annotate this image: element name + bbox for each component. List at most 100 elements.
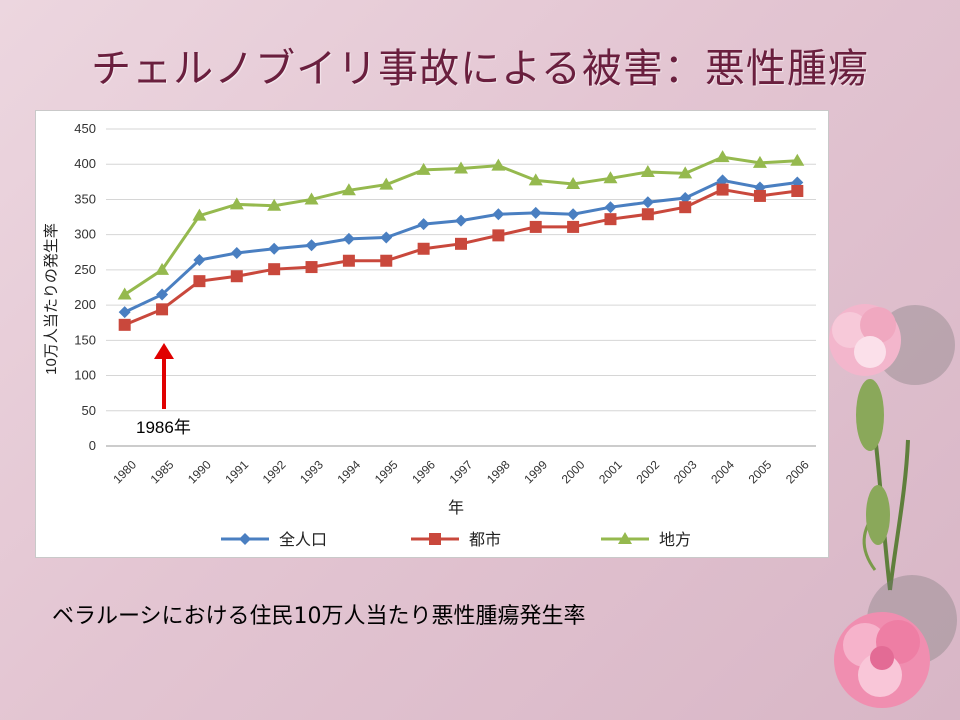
data-point	[567, 220, 580, 233]
x-tick-label: 1980	[110, 457, 139, 486]
y-tick-label: 300	[74, 227, 96, 242]
data-point	[156, 288, 169, 301]
y-axis-label: 10万人当たりの発生率	[43, 223, 60, 375]
chart-panel: 0 50 100 150 200 250 300 350 400 450 1980 1985 1990…	[35, 110, 829, 558]
legend-label: 地方	[659, 531, 691, 549]
data-point	[790, 153, 805, 166]
x-tick-label: 2006	[783, 457, 812, 486]
data-point	[230, 246, 243, 259]
data-point	[305, 261, 318, 274]
data-point	[641, 208, 654, 221]
data-point	[492, 208, 505, 221]
annotation-arrow-head	[154, 343, 174, 359]
carnation-bottom-bloom	[834, 612, 930, 708]
data-point	[529, 220, 542, 233]
x-tick-label: 2005	[746, 457, 775, 486]
x-tick-label: 1993	[297, 457, 326, 486]
legend-label: 全人口	[279, 531, 327, 549]
data-point	[118, 318, 131, 331]
data-point	[492, 229, 505, 242]
data-point	[679, 201, 692, 214]
data-point	[752, 155, 767, 168]
data-point	[679, 192, 692, 205]
legend-marker	[429, 533, 441, 545]
data-point	[230, 270, 243, 283]
legend: 全人口 都市 地方	[221, 531, 691, 549]
data-point	[566, 176, 581, 189]
data-point	[117, 287, 132, 300]
data-point	[528, 173, 543, 186]
x-tick-label: 1990	[185, 457, 214, 486]
x-tick-label: 1985	[148, 457, 177, 486]
legend-marker	[618, 532, 632, 544]
data-point	[454, 161, 468, 174]
data-point	[380, 254, 393, 267]
data-point	[268, 263, 281, 276]
data-point	[416, 162, 431, 175]
y-tick-label: 400	[74, 156, 96, 171]
data-point	[193, 275, 206, 288]
data-point	[753, 189, 766, 202]
data-point	[229, 197, 244, 210]
data-point	[192, 208, 207, 221]
x-tick-label: 1992	[260, 457, 289, 486]
data-point	[267, 198, 282, 211]
data-point	[155, 262, 170, 275]
data-point	[193, 254, 206, 267]
annotation-1986-label: 1986年	[136, 418, 191, 437]
carnation-stems	[856, 379, 910, 591]
x-tick-label: 1994	[335, 457, 364, 486]
data-point	[342, 254, 355, 267]
data-point	[417, 242, 430, 255]
x-tick-label: 2003	[671, 457, 700, 486]
data-point	[678, 166, 693, 179]
y-tick-label: 250	[74, 262, 96, 277]
data-point	[455, 237, 467, 250]
series-line	[124, 188, 798, 327]
x-tick-label: 2001	[596, 457, 625, 486]
slide-title: チェルノブイリ事故による被害：悪性腫瘍	[91, 46, 869, 92]
y-tick-label: 0	[89, 438, 96, 453]
data-point	[379, 177, 394, 190]
x-tick-label: 1999	[521, 457, 550, 486]
legend-marker	[239, 533, 251, 545]
x-axis-label: 年	[448, 499, 464, 517]
x-tick-label: 1998	[484, 457, 513, 486]
data-point	[455, 214, 467, 227]
data-point	[716, 183, 729, 196]
data-point	[380, 231, 393, 244]
y-tick-label: 450	[74, 121, 96, 136]
data-point	[715, 150, 730, 163]
data-point	[304, 192, 319, 205]
data-point	[791, 184, 804, 197]
carnation-top-bloom	[829, 304, 901, 376]
data-point	[604, 213, 617, 226]
data-point	[603, 171, 618, 184]
x-tick-label: 1996	[409, 457, 438, 486]
data-point	[641, 196, 654, 209]
data-point	[604, 201, 617, 214]
data-point	[716, 174, 729, 187]
y-tick-label: 50	[82, 403, 96, 418]
x-tick-label: 1991	[222, 457, 251, 486]
cancer-incidence-line-chart: 0 50 100 150 200 250 300 350 400 450 1980 1985 1990…	[43, 121, 816, 549]
carnation-decoration	[829, 304, 957, 708]
x-tick-label: 1997	[447, 457, 476, 486]
x-tick-label: 1995	[372, 457, 401, 486]
data-point	[491, 158, 506, 171]
y-tick-label: 100	[74, 368, 96, 383]
data-point	[567, 208, 580, 221]
x-tick-label: 2002	[633, 457, 662, 486]
series-2	[117, 150, 805, 300]
data-point	[417, 218, 430, 231]
data-point	[342, 232, 355, 245]
data-point	[156, 303, 169, 316]
x-tick-label: 2000	[559, 457, 588, 486]
data-point	[529, 206, 542, 219]
data-point	[118, 306, 131, 319]
y-tick-label: 150	[74, 332, 96, 347]
legend-label: 都市	[469, 531, 501, 549]
data-point	[341, 183, 356, 196]
series-1	[118, 183, 804, 331]
y-tick-label: 200	[74, 297, 96, 312]
